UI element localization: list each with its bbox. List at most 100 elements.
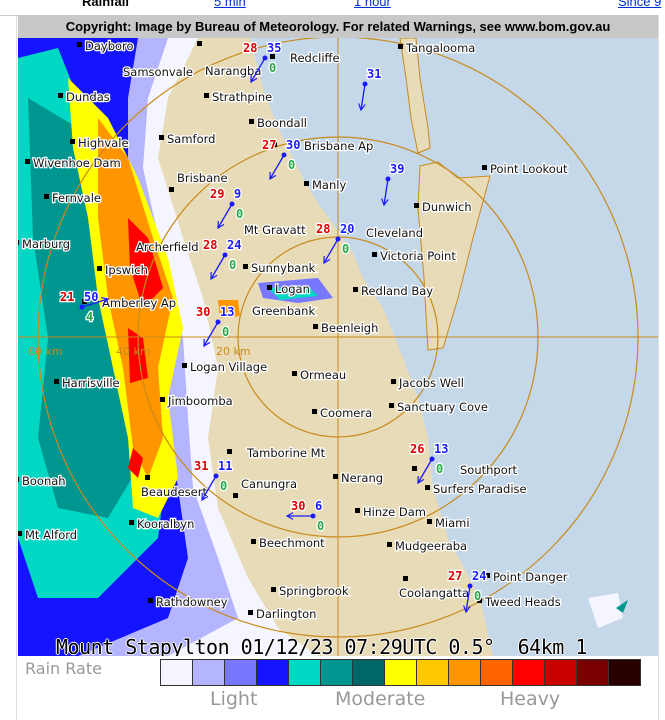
place-marker (227, 449, 232, 454)
radar-map: 20 km 40 km 60 km Dayboro Narangba Samsonval… (18, 38, 658, 656)
station-wind-speed: 6 (315, 499, 322, 513)
place-marker (271, 587, 276, 592)
wind-arrow-head (269, 171, 277, 181)
place-label: Cleveland (366, 226, 423, 240)
wind-arrow-head (210, 271, 218, 281)
place-label: Strathpine (212, 90, 272, 104)
legend-swatch (417, 660, 449, 685)
legend-swatch (289, 660, 321, 685)
link-since-9[interactable]: Since 9 (618, 0, 662, 9)
range-ring-label: 60 km (28, 345, 63, 358)
place-label: Dayboro (85, 39, 134, 53)
rain-echo (128, 218, 163, 308)
link-5-min[interactable]: 5 min (214, 0, 246, 9)
place-marker (270, 54, 275, 59)
place-marker (304, 181, 309, 186)
legend-swatch (609, 660, 640, 685)
moreton-island (399, 38, 431, 154)
station-wind-speed: 20 (340, 222, 354, 236)
place-label: Archerfield (136, 240, 199, 254)
place-label: Wivenhoe Dam (33, 156, 121, 170)
place-label: Redcliffe (290, 51, 340, 65)
left-border (16, 15, 17, 720)
place-marker (204, 93, 209, 98)
wind-arrow-head (381, 198, 389, 207)
place-label: Victoria Point (380, 249, 456, 263)
place-marker (412, 466, 417, 471)
place-label: Springbrook (279, 584, 349, 598)
legend-swatch (481, 660, 513, 685)
place-marker (97, 266, 102, 271)
station-rainfall: 0 (342, 242, 349, 256)
place-marker (292, 371, 297, 376)
legend-swatch (545, 660, 577, 685)
legend-swatch (449, 660, 481, 685)
radar-caption: Mount Stapylton 01/12/23 07:29UTC 0.5° 6… (56, 635, 587, 659)
place-marker (233, 493, 238, 498)
place-label: Mt Alford (25, 528, 77, 542)
link-1-hour[interactable]: 1 hour (354, 0, 391, 9)
legend-light: Light (210, 688, 258, 710)
place-label: Southport (460, 463, 517, 477)
legend-title: Rain Rate (25, 659, 102, 678)
station-rainfall: 0 (288, 158, 295, 172)
legend-swatch (513, 660, 545, 685)
rain-rate-legend: Rain Rate Light Moderate Heavy (18, 656, 658, 720)
place-marker (82, 299, 87, 304)
place-label: Jimboomba (167, 394, 233, 408)
place-label: Samford (167, 132, 215, 146)
station-temperature: 29 (210, 187, 224, 201)
place-marker (389, 403, 394, 408)
place-marker (160, 397, 165, 402)
rain-echo (128, 328, 148, 383)
place-marker (248, 226, 253, 231)
wind-arrow-head (463, 605, 471, 614)
station-wind-speed: 30 (286, 138, 300, 152)
rain-echoes (18, 38, 628, 656)
wind-arrow (201, 475, 217, 501)
place-label: Dunwich (422, 200, 472, 214)
place-marker (159, 135, 164, 140)
station-rainfall: 0 (222, 325, 229, 339)
rain-echo (218, 300, 240, 318)
wind-arrow (360, 83, 366, 111)
station-temperature: 28 (243, 41, 257, 55)
place-label: Redland Bay (361, 284, 433, 298)
station-temperature: 30 (196, 305, 210, 319)
place-label: Tangalooma (405, 41, 475, 55)
rain-echo (268, 286, 318, 300)
legend-swatch (225, 660, 257, 685)
rain-echo (616, 600, 628, 613)
sea (250, 38, 658, 656)
place-label: Point Lookout (490, 162, 568, 176)
station-wind-speed: 13 (434, 442, 448, 456)
place-label: Harrisville (62, 376, 120, 390)
wind-arrow-head (217, 220, 225, 230)
place-marker (333, 474, 338, 479)
place-marker (353, 287, 358, 292)
place-marker (204, 307, 209, 312)
product-nav: Rainfall 5 min 1 hour Since 9 (0, 0, 665, 16)
copyright-banner: Copyright: Image by Bureau of Meteorolog… (18, 15, 658, 38)
wind-arrow-head (101, 297, 110, 305)
place-marker (427, 519, 432, 524)
place-label: Surfers Paradise (433, 482, 527, 496)
station-rainfall: 0 (229, 258, 236, 272)
range-ring-label: 20 km (216, 345, 251, 358)
place-label: Ormeau (300, 368, 346, 382)
place-label: Canungra (241, 477, 297, 491)
station-wind-speed: 31 (367, 67, 381, 81)
place-label: Logan (275, 282, 310, 296)
place-marker (372, 252, 377, 257)
place-label: Point Danger (493, 570, 568, 584)
place-marker (312, 409, 317, 414)
place-labels: Dayboro Narangba Samsonvale Redcliffe Tangal… (18, 38, 569, 622)
legend-swatch (257, 660, 289, 685)
place-marker (145, 475, 150, 480)
station-wind-speed: 35 (267, 41, 281, 55)
place-marker (169, 187, 174, 192)
place-marker (127, 68, 132, 73)
legend-swatch (161, 660, 193, 685)
station-rainfall: 0 (474, 589, 481, 603)
wind-arrow-head (203, 338, 211, 348)
